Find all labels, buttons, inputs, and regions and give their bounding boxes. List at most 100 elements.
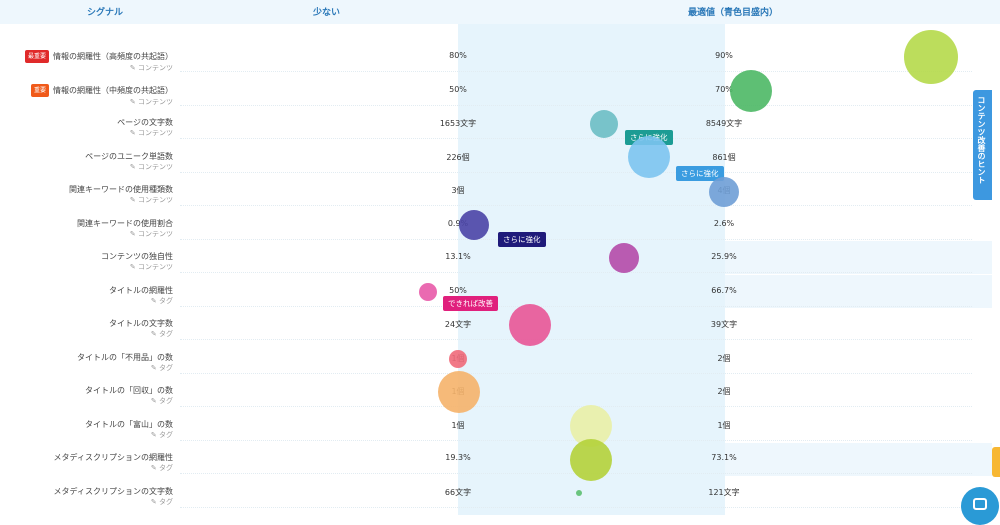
signal-name-text: タイトルの網羅性 [109,285,173,295]
edit-icon: ✎ [129,129,138,137]
category-text: コンテンツ [138,263,173,271]
high-value: 2個 [717,353,731,363]
signal-name-text: メタディスクリプションの文字数 [53,486,173,496]
signal-label: 最重要 情報の網羅性（高頻度の共起語） ✎ コンテンツ [24,50,173,73]
row-divider [180,506,972,508]
score-bubble[interactable] [570,439,612,481]
score-bubble[interactable] [419,283,437,301]
signal-label: コンテンツの独自性 ✎ コンテンツ [101,251,173,272]
low-value: 13.1% [445,252,471,261]
highlight-band [725,275,992,308]
score-bubble[interactable] [609,243,639,273]
edit-icon: ✎ [129,97,138,106]
content-hint-tab[interactable]: コンテンツ改善のヒント [973,90,992,200]
edit-icon: ✎ [150,497,159,506]
advice-tag: さらに強化 [676,166,724,181]
row-divider [180,406,972,407]
header-signal: シグナル [87,8,124,18]
score-bubble[interactable] [709,177,739,207]
high-value: 90% [715,51,733,60]
row-divider [180,71,972,72]
signal-name: ページの文字数 [117,117,173,128]
high-value: 66.7% [711,285,737,295]
edit-icon: ✎ [129,162,138,171]
side-tab[interactable] [992,447,1000,477]
signal-label: タイトルの文字数 ✎ タグ [109,318,173,339]
signal-name-text: ページの文字数 [117,118,173,127]
low-value: 1個 [451,420,465,430]
signal-name: 関連キーワードの使用種類数 [69,184,173,195]
signal-name-text: メタディスクリプションの網羅性 [53,453,173,462]
score-bubble[interactable] [904,30,958,84]
score-bubble[interactable] [449,350,467,368]
edit-icon: ✎ [129,229,138,238]
row-divider [180,171,972,173]
score-bubble[interactable] [509,304,551,346]
chat-button[interactable] [961,487,999,525]
signal-category: ✎ タグ [54,497,173,507]
low-value: 24文字 [444,320,472,329]
edit-icon: ✎ [150,430,159,439]
row-divider [180,372,972,374]
high-value: 70% [715,84,733,94]
category-text: コンテンツ [138,129,173,137]
signal-label: タイトルの網羅性 ✎ タグ [109,285,173,306]
signal-name-text: タイトルの「回収」の数 [85,386,173,395]
category-text: コンテンツ [138,196,173,204]
score-bubble[interactable] [628,136,670,178]
signal-category: ✎ コンテンツ [69,195,173,205]
high-value: 39文字 [710,320,738,329]
edit-icon: ✎ [150,464,159,472]
edit-icon: ✎ [150,397,159,405]
highlight-band [725,443,992,476]
signal-name: タイトルの「回収」の数 [85,385,173,396]
score-bubble[interactable] [459,210,489,240]
high-value: 73.1% [711,453,737,462]
signal-name: 最重要 情報の網羅性（高頻度の共起語） [24,50,173,63]
signal-label: ページのユニーク単語数 ✎ コンテンツ [85,151,173,172]
signal-name: ページのユニーク単語数 [85,151,173,162]
signal-name: タイトルの網羅性 [109,285,173,296]
signal-category: ✎ タグ [85,396,173,406]
low-value: 50% [449,84,467,94]
category-text: コンテンツ [138,229,173,238]
score-bubble[interactable] [590,110,618,138]
high-value: 2.6% [713,218,735,228]
edit-icon: ✎ [129,263,138,271]
score-bubble[interactable] [730,70,772,112]
signal-category: ✎ コンテンツ [77,229,173,239]
low-value: 19.3% [445,453,471,462]
advice-tag: さらに強化 [498,232,546,247]
signal-name-text: コンテンツの独自性 [101,252,173,261]
highlight-band [725,241,992,274]
row-divider [180,104,972,106]
category-text: コンテンツ [138,162,173,171]
signal-name-text: タイトルの文字数 [109,319,173,328]
signal-label: ページの文字数 ✎ コンテンツ [117,117,173,138]
category-text: タグ [159,497,173,506]
low-value: 226個 [446,152,470,162]
category-text: タグ [159,464,173,472]
row-divider [180,339,972,340]
category-text: タグ [159,430,173,439]
score-bubble[interactable] [576,490,582,496]
signal-category: ✎ コンテンツ [117,128,173,138]
signal-name: 関連キーワードの使用割合 [77,218,173,229]
signal-name: タイトルの「不用品」の数 [77,352,173,363]
signal-label: タイトルの「回収」の数 ✎ タグ [85,385,173,406]
signal-name-text: 関連キーワードの使用種類数 [69,185,173,194]
low-value: 80% [449,51,467,60]
row-divider [180,238,972,240]
signal-label: メタディスクリプションの網羅性 ✎ タグ [54,452,173,473]
score-bubble[interactable] [438,371,480,413]
edit-icon: ✎ [150,363,159,372]
high-value: 1個 [717,420,731,430]
signal-category: ✎ コンテンツ [85,162,173,172]
signal-name: コンテンツの独自性 [101,251,173,262]
priority-badge: 重要 [30,83,49,97]
signal-name-text: 関連キーワードの使用割合 [77,218,173,228]
signal-category: ✎ コンテンツ [101,262,173,272]
hint-tab-label: コンテンツ改善のヒント [977,96,986,184]
category-text: タグ [159,296,173,305]
signal-name-text: ページのユニーク単語数 [85,151,173,161]
